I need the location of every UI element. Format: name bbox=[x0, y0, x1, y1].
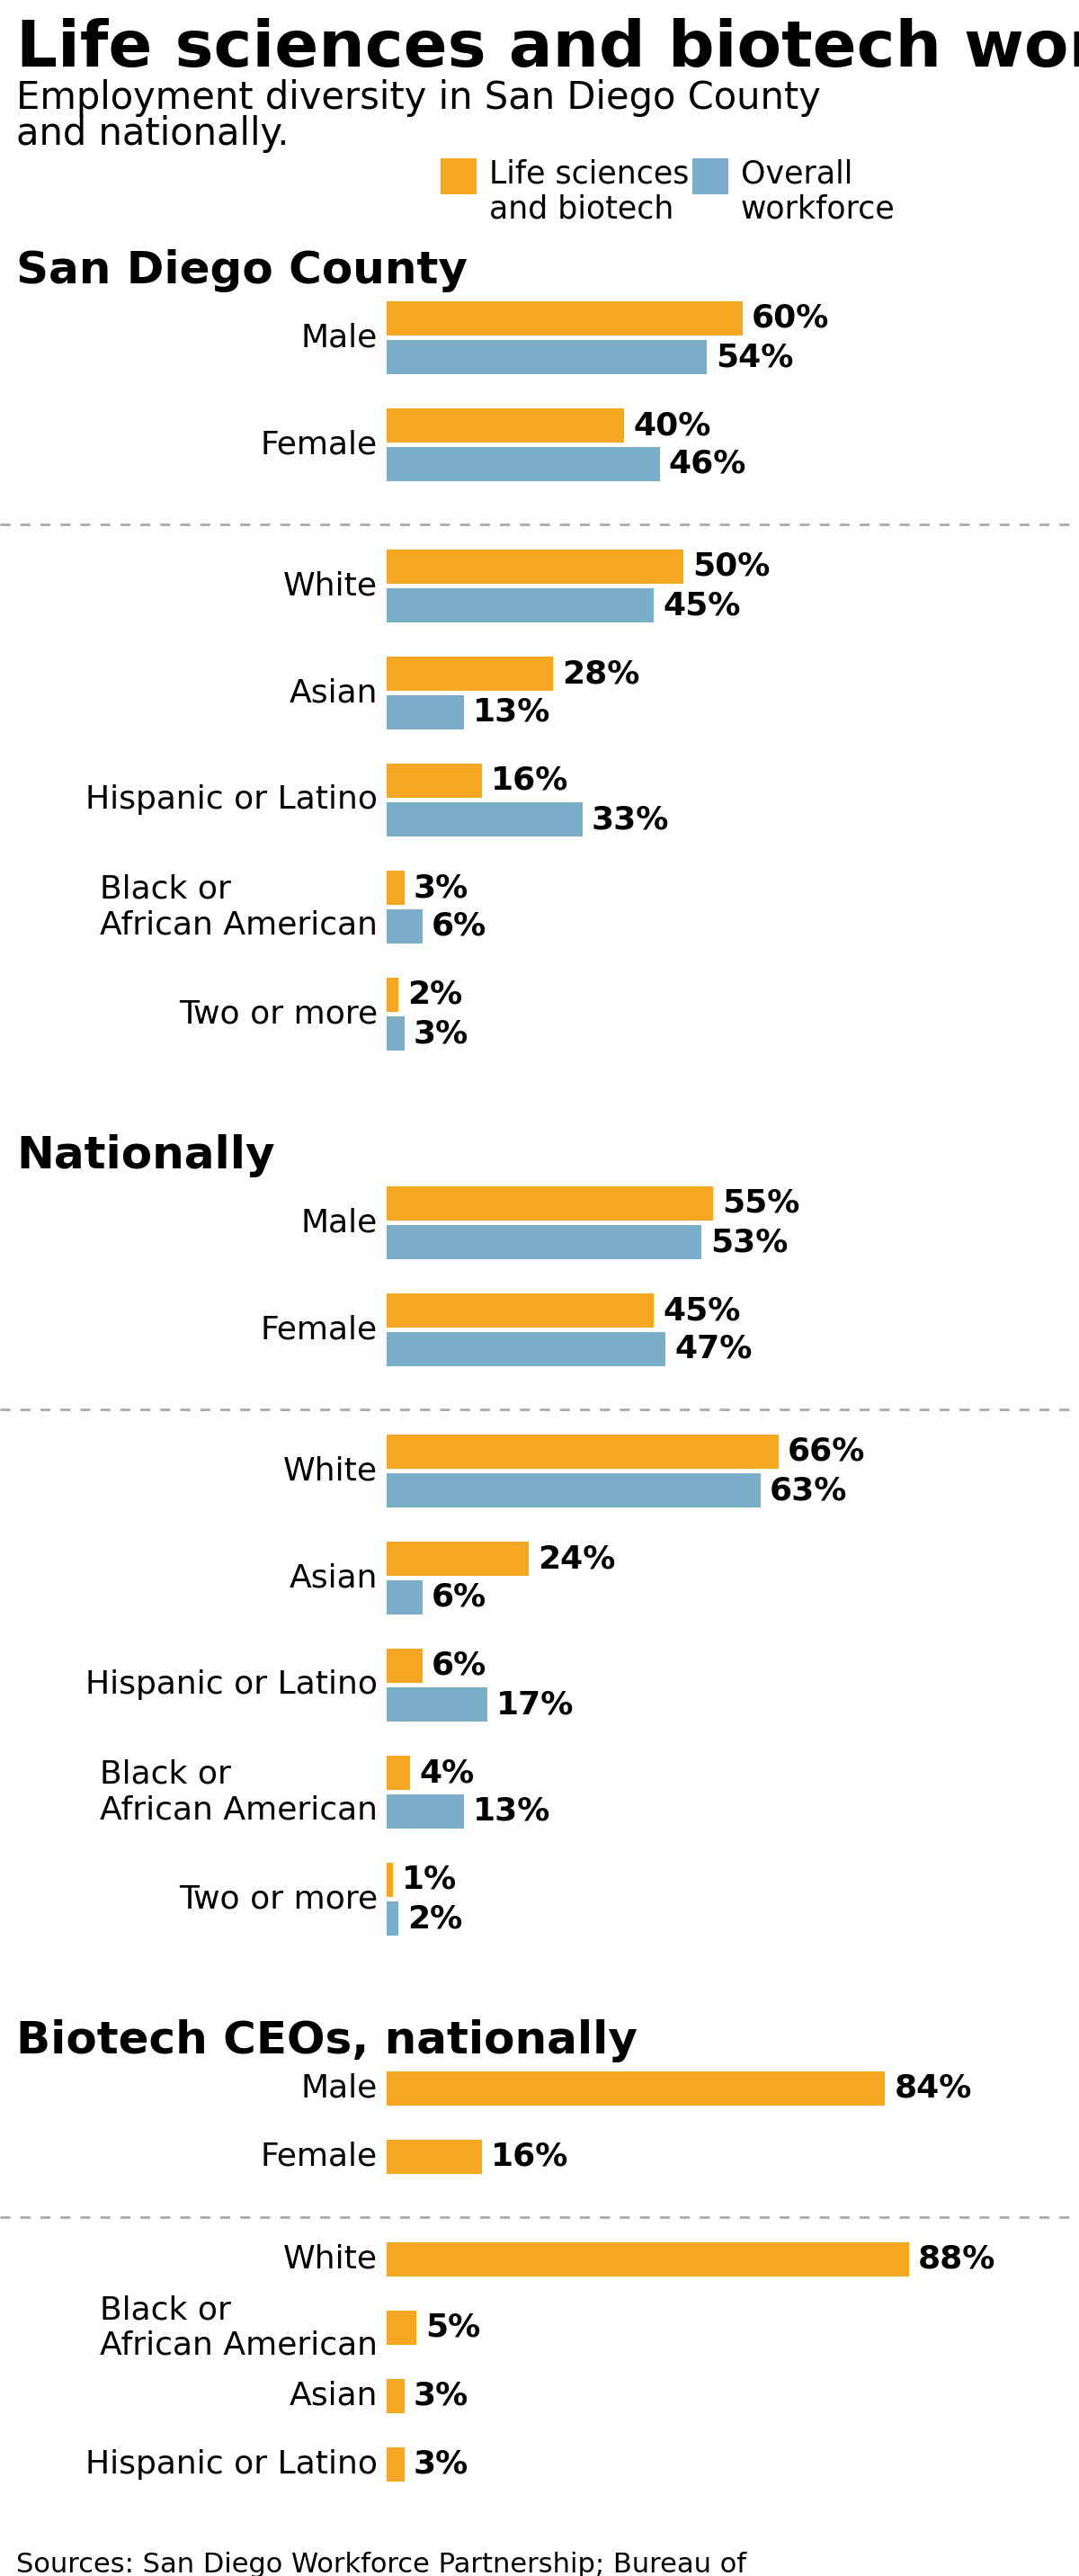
Bar bbox=[386, 871, 405, 904]
Text: White: White bbox=[283, 572, 378, 600]
Text: 2%: 2% bbox=[408, 979, 463, 1010]
Bar bbox=[386, 1332, 666, 1365]
Text: 3%: 3% bbox=[413, 2450, 468, 2481]
Text: Life sciences
and biotech: Life sciences and biotech bbox=[489, 157, 689, 224]
Bar bbox=[386, 1473, 761, 1507]
Text: Asian: Asian bbox=[289, 2380, 378, 2411]
Text: Black or
African American: Black or African American bbox=[100, 873, 378, 940]
Text: Female: Female bbox=[261, 1314, 378, 1345]
Bar bbox=[386, 2071, 885, 2105]
Text: 5%: 5% bbox=[425, 2313, 480, 2344]
Text: White: White bbox=[283, 2244, 378, 2275]
Bar bbox=[386, 909, 422, 943]
Text: 50%: 50% bbox=[693, 551, 770, 582]
Text: and nationally.: and nationally. bbox=[16, 116, 289, 152]
Text: Hispanic or Latino: Hispanic or Latino bbox=[85, 2450, 378, 2481]
Bar bbox=[386, 1540, 529, 1577]
Bar bbox=[386, 1687, 488, 1721]
Text: Black or
African American: Black or African American bbox=[100, 2295, 378, 2360]
Text: 45%: 45% bbox=[663, 590, 740, 621]
Text: Two or more: Two or more bbox=[179, 1883, 378, 1914]
Text: 13%: 13% bbox=[473, 1795, 550, 1826]
Text: Nationally: Nationally bbox=[16, 1133, 275, 1177]
Text: Female: Female bbox=[261, 2141, 378, 2172]
Text: 6%: 6% bbox=[432, 1582, 487, 1613]
Text: 88%: 88% bbox=[918, 2244, 996, 2275]
Bar bbox=[386, 2141, 481, 2174]
Text: Hispanic or Latino: Hispanic or Latino bbox=[85, 1669, 378, 1700]
Bar bbox=[440, 157, 477, 193]
Bar bbox=[386, 410, 624, 443]
Bar bbox=[386, 2311, 416, 2344]
Bar bbox=[386, 657, 552, 690]
Bar bbox=[386, 1435, 778, 1468]
Bar bbox=[386, 1862, 393, 1896]
Text: 45%: 45% bbox=[663, 1296, 740, 1327]
Bar bbox=[386, 1795, 464, 1829]
Text: Overall
workforce: Overall workforce bbox=[741, 157, 896, 224]
Text: Hispanic or Latino: Hispanic or Latino bbox=[85, 786, 378, 817]
Text: Asian: Asian bbox=[289, 677, 378, 708]
Text: 17%: 17% bbox=[496, 1690, 574, 1721]
Text: 55%: 55% bbox=[722, 1188, 800, 1218]
Text: 3%: 3% bbox=[413, 1018, 468, 1048]
Text: Black or
African American: Black or African American bbox=[100, 1759, 378, 1826]
Text: 60%: 60% bbox=[752, 304, 830, 335]
Bar bbox=[386, 1188, 713, 1221]
Bar bbox=[386, 1901, 398, 1935]
Text: 3%: 3% bbox=[413, 2380, 468, 2411]
Bar bbox=[386, 762, 481, 799]
Text: Male: Male bbox=[301, 2074, 378, 2105]
Bar bbox=[386, 1579, 422, 1615]
Text: San Diego County: San Diego County bbox=[16, 250, 467, 291]
Text: 66%: 66% bbox=[788, 1437, 865, 1466]
Bar bbox=[386, 1293, 654, 1327]
Text: Sources: San Diego Workforce Partnership; Bureau of: Sources: San Diego Workforce Partnership… bbox=[16, 2553, 747, 2576]
Text: 40%: 40% bbox=[633, 410, 711, 440]
Text: Asian: Asian bbox=[289, 1564, 378, 1595]
Bar bbox=[386, 979, 398, 1012]
Bar bbox=[386, 587, 654, 623]
Bar bbox=[386, 801, 583, 837]
Text: 1%: 1% bbox=[401, 1865, 456, 1896]
Text: Life sciences and biotech workforce: Life sciences and biotech workforce bbox=[16, 18, 1079, 80]
Bar bbox=[386, 696, 464, 729]
Text: 2%: 2% bbox=[408, 1904, 463, 1935]
Bar bbox=[386, 1649, 422, 1682]
Text: 47%: 47% bbox=[674, 1334, 752, 1365]
Bar bbox=[386, 340, 707, 374]
Bar bbox=[386, 1018, 405, 1051]
Bar bbox=[386, 2380, 405, 2414]
Text: Female: Female bbox=[261, 430, 378, 461]
Text: White: White bbox=[283, 1455, 378, 1486]
Bar bbox=[386, 1757, 410, 1790]
Text: 63%: 63% bbox=[769, 1476, 847, 1504]
Text: 33%: 33% bbox=[591, 804, 669, 835]
Text: Male: Male bbox=[301, 322, 378, 353]
Text: Two or more: Two or more bbox=[179, 999, 378, 1030]
Text: 28%: 28% bbox=[562, 659, 640, 688]
Text: 16%: 16% bbox=[491, 2141, 569, 2172]
Text: 13%: 13% bbox=[473, 698, 550, 726]
Bar bbox=[386, 301, 742, 335]
Text: 46%: 46% bbox=[669, 448, 747, 479]
Text: 53%: 53% bbox=[710, 1226, 788, 1257]
Text: 4%: 4% bbox=[420, 1757, 475, 1788]
Text: 3%: 3% bbox=[413, 873, 468, 904]
Text: Biotech CEOs, nationally: Biotech CEOs, nationally bbox=[16, 2020, 638, 2063]
Text: 24%: 24% bbox=[538, 1543, 616, 1574]
Bar bbox=[386, 2241, 909, 2277]
Bar bbox=[386, 549, 683, 585]
Bar bbox=[386, 2447, 405, 2481]
Text: Employment diversity in San Diego County: Employment diversity in San Diego County bbox=[16, 80, 821, 116]
Bar bbox=[386, 1226, 701, 1260]
Text: 54%: 54% bbox=[716, 343, 794, 374]
Bar bbox=[386, 448, 659, 482]
Text: Male: Male bbox=[301, 1208, 378, 1239]
Bar bbox=[693, 157, 728, 193]
Text: 6%: 6% bbox=[432, 912, 487, 943]
Text: 84%: 84% bbox=[894, 2074, 972, 2105]
Text: 6%: 6% bbox=[432, 1651, 487, 1682]
Text: 16%: 16% bbox=[491, 765, 569, 796]
